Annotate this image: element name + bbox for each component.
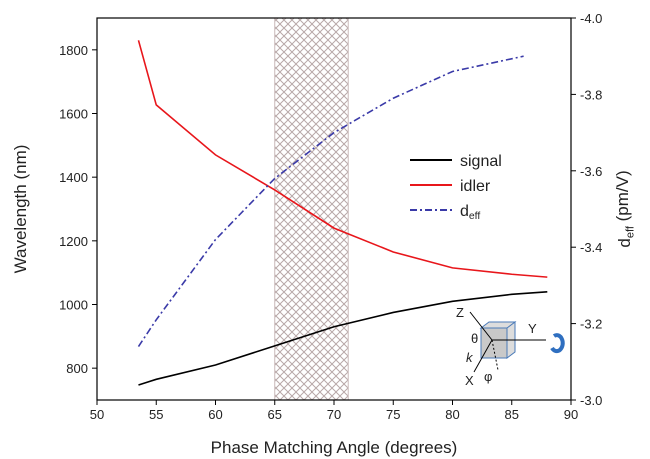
legend-label: deff xyxy=(460,203,480,222)
series-line xyxy=(137,55,524,347)
x-tick-label: 75 xyxy=(386,407,400,422)
y-tick-label: 1400 xyxy=(59,170,88,185)
x-tick-label: 90 xyxy=(564,407,578,422)
y2-axis-label: deff (pm/V) xyxy=(613,170,636,247)
x-axis-label: Phase Matching Angle (degrees) xyxy=(211,438,458,457)
series-line xyxy=(137,40,548,278)
x-tick-label: 70 xyxy=(327,407,341,422)
inset-label: k xyxy=(466,350,474,365)
y-axis-label: Wavelength (nm) xyxy=(11,145,30,274)
y2-tick-label: -3.4 xyxy=(580,240,602,255)
x-tick-label: 80 xyxy=(445,407,459,422)
inset-label: θ xyxy=(471,331,478,346)
x-tick-label: 50 xyxy=(90,407,104,422)
x-tick-label: 55 xyxy=(149,407,163,422)
y-tick-label: 1000 xyxy=(59,298,88,313)
inset-label: φ xyxy=(484,369,492,384)
y-tick-label: 800 xyxy=(66,361,88,376)
x-tick-label: 60 xyxy=(208,407,222,422)
y-tick-label: 1200 xyxy=(59,234,88,249)
x-tick-label: 65 xyxy=(268,407,282,422)
inset-label: Z xyxy=(456,305,464,320)
legend-label: signal xyxy=(460,153,502,170)
y2-tick-label: -4.0 xyxy=(580,11,602,26)
y2-tick-label: -3.8 xyxy=(580,87,602,102)
y-tick-label: 1600 xyxy=(59,107,88,122)
shaded-region xyxy=(274,17,349,401)
y-tick-label: 1800 xyxy=(59,43,88,58)
x-tick-label: 85 xyxy=(505,407,519,422)
crystal-inset: Z Y Xθ φk xyxy=(456,305,565,388)
inset-label: X xyxy=(465,373,474,388)
y2-tick-label: -3.6 xyxy=(580,164,602,179)
y2-tick-label: -3.2 xyxy=(580,317,602,332)
y2-tick-label: -3.0 xyxy=(580,393,602,408)
series-line xyxy=(138,290,548,386)
legend-label: idler xyxy=(460,178,491,195)
inset-label: Y xyxy=(528,321,537,336)
